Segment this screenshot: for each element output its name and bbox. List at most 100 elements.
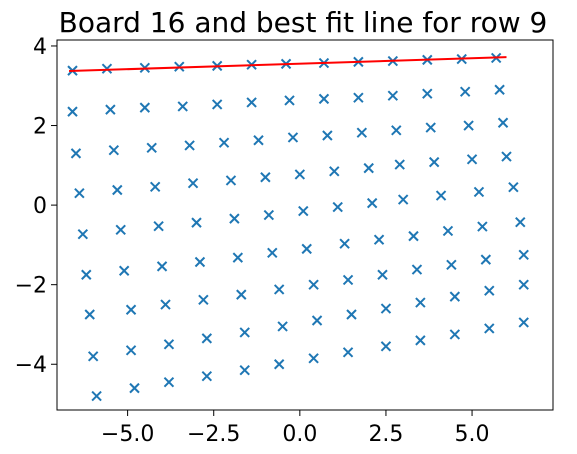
scatter-point bbox=[415, 335, 426, 346]
scatter-point bbox=[422, 88, 433, 99]
y-axis-ticks: −4 −2 0 2 4 bbox=[15, 35, 57, 378]
scatter-point bbox=[81, 269, 92, 280]
scatter-point bbox=[236, 289, 247, 300]
scatter-point bbox=[253, 135, 264, 146]
scatter-point bbox=[322, 130, 333, 141]
scatter-point bbox=[459, 86, 471, 97]
scatter-point bbox=[391, 125, 402, 136]
scatter-point bbox=[380, 303, 392, 314]
scatter-point bbox=[146, 142, 157, 154]
scatter-point bbox=[287, 132, 299, 143]
scatter-point bbox=[449, 291, 461, 302]
scatter-point bbox=[260, 172, 271, 183]
scatter-point bbox=[84, 309, 95, 320]
scatter-point bbox=[518, 279, 529, 290]
scatter-point bbox=[284, 95, 295, 106]
scatter-point bbox=[87, 351, 99, 362]
scatter-point bbox=[267, 247, 278, 259]
scatter-point bbox=[125, 304, 137, 315]
scatter-point bbox=[408, 230, 419, 242]
scatter-point bbox=[125, 345, 137, 356]
scatter-point bbox=[163, 339, 175, 350]
scatter-point bbox=[139, 102, 151, 113]
scatter-points bbox=[67, 52, 529, 402]
scatter-point bbox=[160, 299, 171, 310]
scatter-point bbox=[373, 234, 385, 245]
scatter-point bbox=[411, 264, 423, 275]
scatter-point bbox=[187, 178, 199, 189]
scatter-point bbox=[273, 359, 285, 370]
scatter-point bbox=[246, 97, 257, 108]
scatter-point bbox=[163, 376, 175, 388]
scatter-point bbox=[435, 190, 447, 201]
scatter-point bbox=[342, 274, 354, 286]
scatter-point bbox=[353, 92, 364, 103]
scatter-point bbox=[446, 259, 457, 270]
scatter-point bbox=[518, 249, 529, 261]
scatter-point bbox=[201, 333, 213, 344]
scatter-point bbox=[428, 156, 440, 168]
y-tick-label: −4 bbox=[15, 353, 47, 378]
scatter-point bbox=[497, 117, 509, 128]
scatter-point bbox=[473, 186, 485, 198]
scatter-point bbox=[177, 101, 188, 112]
scatter-point bbox=[184, 140, 195, 151]
x-tick-label: 2.5 bbox=[368, 422, 403, 447]
scatter-point bbox=[298, 205, 309, 217]
scatter-point bbox=[397, 194, 409, 205]
y-tick-label: 0 bbox=[33, 194, 47, 219]
scatter-point bbox=[518, 317, 529, 328]
scatter-point bbox=[387, 90, 399, 101]
scatter-point bbox=[346, 309, 357, 320]
scatter-point bbox=[377, 269, 388, 280]
scatter-point bbox=[484, 323, 495, 334]
chart-title: Board 16 and best fit line for row 9 bbox=[59, 6, 548, 39]
scatter-point bbox=[194, 256, 206, 268]
scatter-point bbox=[273, 284, 285, 295]
scatter-point bbox=[191, 217, 202, 228]
scatter-point bbox=[463, 120, 474, 131]
scatter-point bbox=[449, 329, 461, 340]
scatter-point bbox=[394, 159, 405, 170]
scatter-point bbox=[232, 252, 244, 263]
scatter-point bbox=[329, 166, 340, 177]
scatter-point bbox=[91, 390, 102, 402]
scatter-point bbox=[201, 370, 213, 382]
scatter-point bbox=[108, 144, 120, 156]
scatter-point bbox=[484, 285, 495, 296]
scatter-point bbox=[477, 221, 488, 232]
scatter-point bbox=[363, 162, 374, 174]
scatter-point bbox=[294, 169, 306, 180]
scatter-point bbox=[494, 84, 505, 95]
scatter-point bbox=[149, 181, 161, 193]
scatter-point bbox=[301, 243, 312, 255]
x-tick-label: 0.0 bbox=[282, 422, 317, 447]
x-tick-label: −2.5 bbox=[187, 422, 240, 447]
scatter-point bbox=[153, 220, 164, 232]
scatter-point bbox=[229, 213, 240, 224]
scatter-point bbox=[308, 353, 319, 364]
best-fit-line-group bbox=[69, 56, 507, 73]
scatter-point bbox=[101, 63, 113, 74]
scatter-point bbox=[112, 184, 123, 196]
scatter-point bbox=[308, 279, 319, 290]
best-fit-line bbox=[69, 56, 507, 73]
scatter-point bbox=[342, 347, 354, 358]
scatter-point bbox=[67, 106, 78, 117]
scatter-point bbox=[480, 254, 492, 265]
scatter-point bbox=[77, 228, 89, 240]
scatter-point bbox=[225, 175, 237, 186]
scatter-point bbox=[332, 201, 343, 213]
scatter-point bbox=[105, 104, 116, 115]
scatter-point bbox=[366, 197, 378, 209]
scatter-point bbox=[74, 187, 85, 199]
scatter-point bbox=[501, 151, 512, 162]
scatter-point bbox=[239, 327, 250, 338]
scatter-point bbox=[356, 127, 368, 138]
scatter-point bbox=[277, 321, 288, 332]
scatter-point bbox=[311, 315, 323, 326]
scatter-point bbox=[129, 382, 140, 394]
scatter-point bbox=[318, 93, 330, 105]
scatter-point bbox=[239, 365, 250, 376]
